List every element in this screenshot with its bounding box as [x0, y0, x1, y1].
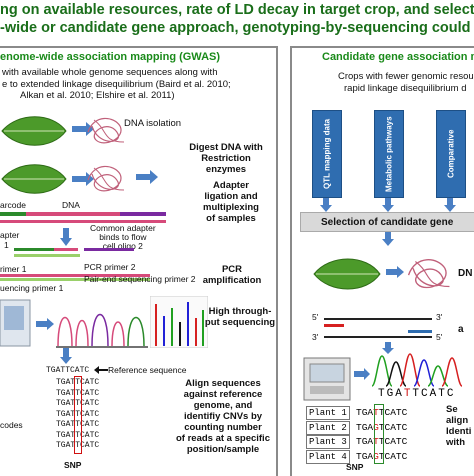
dna-segment-lower	[0, 220, 166, 223]
primer-line-lower	[0, 278, 150, 281]
read: TGATTCATC	[56, 388, 100, 398]
leaf-icon-3	[313, 258, 381, 290]
dna-isolation-label: DNA isolation	[124, 118, 182, 129]
dna-segment	[26, 212, 166, 216]
leaf-icon-2	[1, 164, 67, 194]
fragment-purple	[84, 248, 134, 251]
arrow-icon	[72, 172, 94, 186]
arrow-icon	[136, 170, 158, 184]
seq-primer-1-label: uencing primer 1	[0, 283, 64, 293]
sequencer-machine-icon	[0, 299, 31, 347]
step-a-label: a	[458, 324, 464, 335]
step-adapter: Adapter ligation and multiplexing of sample…	[203, 180, 259, 224]
down-arrow-icon	[382, 342, 394, 354]
candidate-side-text: Se align Identi with	[446, 404, 472, 448]
adapter-label: apter	[0, 230, 20, 240]
dna-tangle-icon-2	[87, 165, 125, 192]
snp-label-right: SNP	[346, 462, 364, 472]
down-arrow-icon	[382, 232, 394, 246]
reference-sequence-label: Reference sequence	[108, 365, 187, 375]
title-line-1: ng on available resources, rate of LD de…	[0, 2, 474, 18]
gwas-panel	[0, 46, 278, 476]
common-adapter-label: Common adapter binds to flow cell oligo 2	[90, 223, 156, 251]
candidate-description: Crops with fewer genomic resour rapid lin…	[338, 71, 474, 94]
plant-label: Plant 3	[306, 435, 350, 449]
chromatogram-icon	[150, 296, 208, 348]
reference-sequence: TGATTCATC	[46, 366, 90, 375]
primer-1-label: rimer 1	[0, 264, 27, 274]
five-prime-label-2: 5'	[436, 332, 443, 342]
gwas-description: with available whole genome sequences al…	[2, 67, 231, 101]
read: TGATTCATC	[56, 399, 100, 408]
down-arrow-icon	[382, 198, 394, 212]
five-prime-label: 5'	[312, 312, 319, 322]
chromatogram-icon-2	[372, 353, 462, 387]
step-digest: Digest DNA with Restriction enzymes	[189, 142, 263, 175]
arrow-left-icon	[94, 366, 108, 374]
plant-label: Plant 1	[306, 406, 350, 420]
dna-tangle-icon-3	[407, 259, 450, 289]
snp-marker-right	[374, 404, 384, 464]
snp-marker	[74, 376, 82, 454]
fragment-green	[14, 248, 54, 251]
step-pcr: PCR amplification	[202, 264, 262, 286]
candidate-heading: Candidate gene association m	[322, 51, 474, 63]
primer-red	[324, 324, 344, 327]
snp-label: SNP	[64, 460, 82, 470]
qtl-mapping-box: QTL mapping data	[312, 110, 342, 198]
arrow-icon	[36, 318, 54, 330]
arrow-icon	[72, 122, 94, 136]
barcode-label: arcode	[0, 200, 26, 210]
down-arrow-icon-2	[60, 348, 72, 364]
comparative-box: Comparative	[436, 110, 466, 198]
read: TGATTCATC	[56, 409, 100, 419]
adapter-segment	[120, 212, 166, 216]
adapter-1-label: 1	[4, 240, 9, 250]
step-hts: High through-put sequencing	[204, 306, 276, 328]
dna-label: DNA	[62, 200, 80, 210]
down-arrow-icon	[60, 228, 72, 246]
primer-line	[0, 274, 150, 277]
read: TGATTCATC	[56, 378, 100, 387]
read: TGATTCATC	[56, 420, 100, 429]
step-align: Align sequences against reference genome, …	[176, 378, 270, 455]
pair-end-label: Pair-end sequencing primer 2	[84, 274, 196, 284]
bridge-amplification-icon	[56, 313, 148, 348]
metabolic-pathways-box: Metabolic pathways	[374, 110, 404, 198]
sequencer-machine-icon-2	[303, 357, 351, 401]
read: TGATTCATC	[56, 430, 100, 440]
barcodes-label: codes	[0, 420, 23, 430]
three-prime-label: 3'	[436, 312, 443, 322]
three-prime-label-2: 3'	[312, 332, 319, 342]
primer-blue	[408, 330, 432, 333]
candidate-panel	[290, 46, 474, 476]
barcode-segment	[0, 212, 26, 216]
dna-tangle-icon	[87, 117, 125, 144]
selection-box: Selection of candidate gene	[300, 212, 474, 232]
strand-top	[324, 318, 432, 320]
read: TGATTCATC	[56, 441, 100, 450]
title-line-2: -wide or candidate gene approach, genoty…	[0, 20, 474, 36]
plant-label: Plant 2	[306, 420, 350, 435]
strand-bottom	[324, 336, 432, 338]
arrow-icon	[354, 368, 370, 380]
pcr-primer-2-label: PCR primer 2	[84, 262, 136, 272]
reads-list: TGATTCATC TGATTCATC TGATTCATC TGATTCATC …	[56, 378, 99, 452]
down-arrow-icon	[320, 198, 332, 212]
gwas-heading: enome-wide association mapping (GWAS)	[0, 51, 221, 63]
fragment-pink	[54, 248, 78, 251]
fragment-green-2	[14, 254, 80, 257]
plant-label: Plant 4	[306, 449, 350, 464]
dna-label-right: DN	[458, 268, 473, 279]
chromatogram-sequence: TGATTCATC	[378, 388, 456, 400]
arrow-icon	[386, 266, 404, 278]
leaf-icon	[1, 116, 67, 146]
down-arrow-icon	[444, 198, 456, 212]
